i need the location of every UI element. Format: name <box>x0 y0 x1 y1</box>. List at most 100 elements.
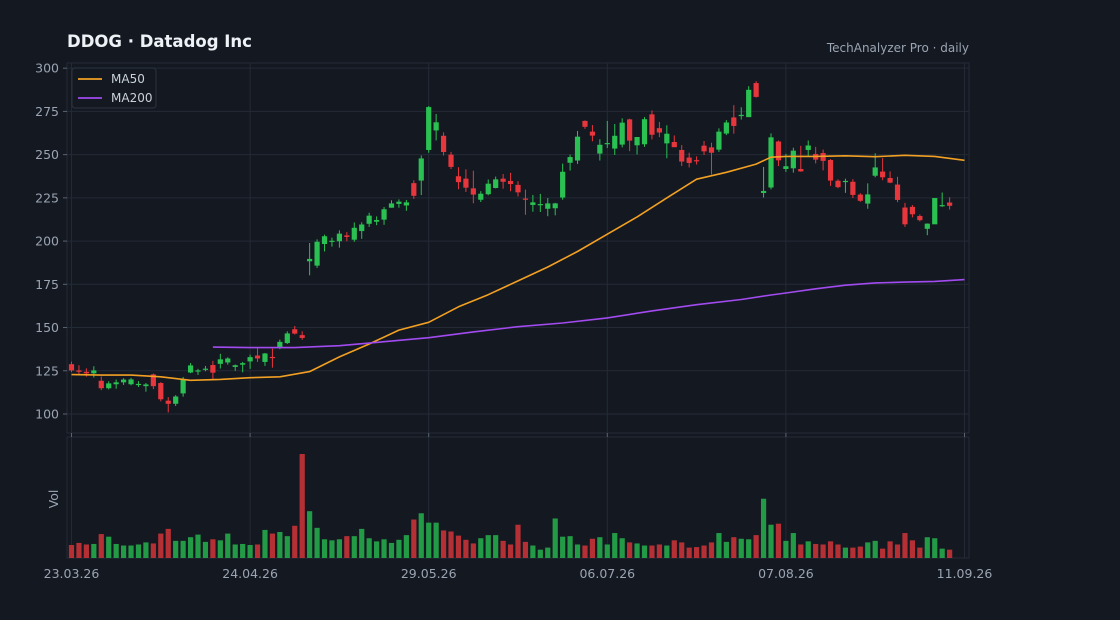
volume-bar <box>455 535 462 558</box>
volume-bar <box>560 536 566 558</box>
volume-bar <box>798 544 804 558</box>
candlesticks <box>68 81 953 413</box>
volume-bar <box>307 511 313 558</box>
volume-bar <box>865 542 871 558</box>
candle-body <box>827 159 834 181</box>
candle-body <box>321 236 328 245</box>
candle-body <box>143 384 149 387</box>
candle-body <box>560 171 566 198</box>
candle-body <box>537 204 543 206</box>
candle-body <box>165 400 171 404</box>
candle-body <box>932 198 938 225</box>
volume-bar <box>574 544 581 558</box>
volume-bar <box>567 536 573 558</box>
volume-bar <box>842 547 849 558</box>
volume-bar <box>694 547 700 558</box>
candle-body <box>545 203 551 209</box>
volume-bar <box>463 539 469 558</box>
candle-body <box>589 131 596 136</box>
candle-body <box>329 240 335 242</box>
volume-bar <box>396 539 402 558</box>
volume-bar <box>247 545 253 558</box>
candle-body <box>150 374 156 387</box>
candle-body <box>217 359 223 364</box>
volume-bar <box>880 548 886 558</box>
candle-body <box>753 83 759 97</box>
candle-body <box>872 167 878 176</box>
candle-body <box>448 154 454 167</box>
volume-bar <box>470 543 476 558</box>
volume-bar <box>202 541 209 558</box>
volume-bar <box>753 535 759 558</box>
candle-body <box>924 223 930 229</box>
candle-body <box>507 180 514 185</box>
volume-bar <box>909 540 916 558</box>
volume-bar <box>135 544 142 558</box>
candle-body <box>485 183 491 195</box>
candle-body <box>187 365 194 373</box>
candle-body <box>679 149 685 162</box>
volume-bar <box>664 545 670 558</box>
volume-bar <box>827 541 834 558</box>
candle-body <box>478 193 484 200</box>
candle-body <box>768 137 774 188</box>
candle-body <box>359 224 365 232</box>
volume-bar <box>210 539 216 558</box>
volume-bar <box>813 543 819 558</box>
y-tick-label: 200 <box>35 234 59 249</box>
y-tick-label: 225 <box>35 190 59 205</box>
candle-body <box>760 190 767 194</box>
candle-body <box>641 119 648 145</box>
candle-body <box>247 357 253 362</box>
candle-body <box>574 136 581 161</box>
volume-bar <box>351 536 357 558</box>
volume-bar <box>292 525 298 558</box>
x-axis-ticks: 23.03.26 24.04.26 29.05.26 06.07.26 07.08.26… <box>44 433 992 581</box>
volume-bar <box>485 535 491 558</box>
volume-bar <box>173 540 179 558</box>
volume-bar <box>746 539 752 558</box>
candle-body <box>627 119 633 141</box>
volume-bar <box>98 534 104 558</box>
chart-title: DDOG · Datadog Inc <box>67 32 252 51</box>
volume-bar <box>597 537 603 558</box>
candle-body <box>515 184 521 193</box>
candle-body <box>314 241 320 266</box>
volume-bar <box>83 544 89 558</box>
candle-body <box>440 135 447 153</box>
volume-bar <box>686 547 692 558</box>
ma200-line <box>212 278 965 349</box>
volume-bar <box>329 540 335 558</box>
volume-bar <box>314 527 320 558</box>
volume-bar <box>731 537 737 558</box>
candle-body <box>701 145 707 152</box>
candle-body <box>463 178 469 188</box>
candle-body <box>694 160 700 162</box>
volume-bar <box>545 547 551 558</box>
candle-body <box>597 144 603 154</box>
volume-bar <box>269 533 276 558</box>
volume-bar <box>374 541 380 558</box>
volume-bar <box>336 539 342 558</box>
volume-bar <box>76 542 82 558</box>
candle-body <box>500 178 506 182</box>
candle-body <box>723 122 729 134</box>
volume-bar <box>321 539 328 558</box>
volume-axis-label: Vol <box>46 490 61 509</box>
candle-body <box>850 181 856 195</box>
volume-bar <box>91 543 97 558</box>
volume-bar <box>254 544 261 558</box>
candle-body <box>947 202 953 206</box>
y-tick-label: 100 <box>35 406 59 421</box>
volume-bar <box>493 535 499 558</box>
volume-bar <box>932 538 938 558</box>
legend: MA50 MA200 <box>71 67 157 109</box>
candle-body <box>656 128 662 133</box>
volume-bar <box>240 543 246 558</box>
candle-body <box>522 198 529 200</box>
candle-body <box>880 171 886 178</box>
candle-body <box>470 188 476 195</box>
candle-body <box>106 383 112 389</box>
candle-body <box>180 379 186 394</box>
y-tick-label: 275 <box>35 104 59 119</box>
